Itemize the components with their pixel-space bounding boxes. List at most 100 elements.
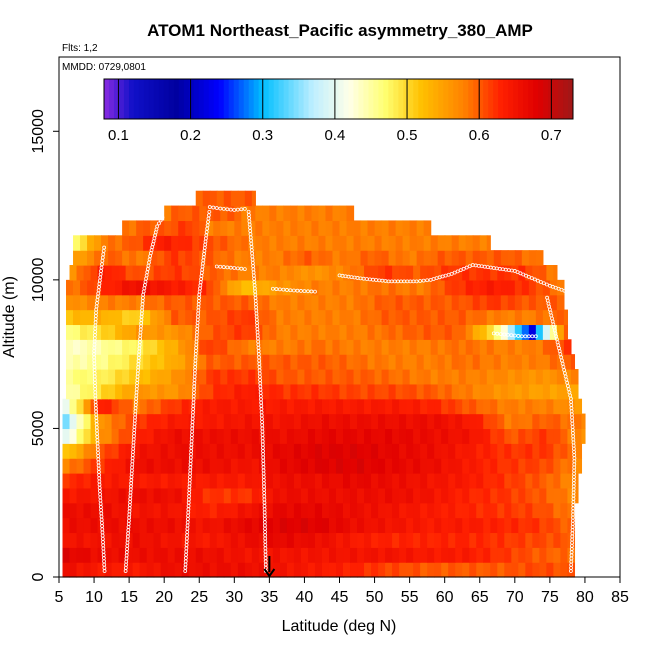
heatmap-cell xyxy=(304,250,313,266)
heatmap-cell xyxy=(209,473,218,489)
heatmap-cell xyxy=(364,547,372,563)
heatmap-cell xyxy=(395,383,404,400)
heatmap-cell xyxy=(209,502,218,519)
x-tick-label: 15 xyxy=(120,589,138,606)
heatmap-cell xyxy=(532,487,540,504)
heatmap-cell xyxy=(255,205,263,222)
heatmap-cell xyxy=(511,413,519,430)
heatmap-cell xyxy=(248,369,256,385)
heatmap-cell xyxy=(518,532,526,548)
heatmap-cell xyxy=(483,517,491,534)
heatmap-cell xyxy=(399,428,407,444)
heatmap-cell xyxy=(542,383,551,400)
colorbar-segment xyxy=(493,79,499,119)
heatmap-cell xyxy=(293,517,302,534)
heatmap-cell xyxy=(321,458,330,474)
heatmap-cell xyxy=(272,502,281,519)
heatmap-cell xyxy=(479,279,488,296)
heatmap-cell xyxy=(430,279,439,296)
heatmap-cell xyxy=(283,354,292,370)
heatmap-cell xyxy=(539,562,547,578)
heatmap-cell xyxy=(511,532,519,548)
heatmap-cell xyxy=(455,517,463,534)
track-point xyxy=(205,223,210,228)
heatmap-cell xyxy=(483,473,491,489)
heatmap-cell xyxy=(416,354,425,370)
heatmap-cell xyxy=(371,532,379,548)
heatmap-cell xyxy=(535,324,544,340)
heatmap-cell xyxy=(251,502,260,519)
heatmap-cell xyxy=(307,532,316,548)
heatmap-cell xyxy=(307,473,316,489)
heatmap-cell xyxy=(472,309,481,326)
heatmap-cell xyxy=(532,428,540,444)
heatmap-cell xyxy=(216,487,225,504)
heatmap-cell xyxy=(448,547,456,563)
heatmap-cell xyxy=(237,413,246,430)
heatmap-cell xyxy=(122,235,130,251)
heatmap-cell xyxy=(518,487,526,504)
heatmap-cell xyxy=(307,487,316,504)
heatmap-cell xyxy=(392,473,400,489)
heatmap-cell xyxy=(265,458,274,474)
heatmap-cell xyxy=(286,413,295,430)
colorbar-segment xyxy=(443,79,449,119)
heatmap-cell xyxy=(223,473,232,489)
heatmap-cell xyxy=(476,487,484,504)
heatmap-cell xyxy=(258,443,267,459)
heatmap-cell xyxy=(164,369,172,385)
heatmap-cell xyxy=(427,547,435,563)
heatmap-cell xyxy=(223,190,232,207)
heatmap-cell xyxy=(353,250,362,266)
heatmap-cell xyxy=(507,324,516,340)
heatmap-cell xyxy=(251,517,260,534)
heatmap-cell xyxy=(139,413,148,430)
heatmap-cell xyxy=(150,250,158,266)
heatmap-cell xyxy=(178,383,186,400)
track-point xyxy=(102,245,107,250)
heatmap-cell xyxy=(504,265,512,281)
heatmap-cell xyxy=(244,517,253,534)
y-tick-label: 0 xyxy=(30,572,47,581)
heatmap-cell xyxy=(251,562,260,578)
heatmap-cell xyxy=(157,339,165,355)
heatmap-cell xyxy=(122,294,130,311)
heatmap-cell xyxy=(472,383,481,400)
heatmap-cell xyxy=(118,532,127,548)
heatmap-cell xyxy=(143,250,151,266)
heatmap-cell xyxy=(434,487,442,504)
heatmap-cell xyxy=(97,443,106,459)
heatmap-cell xyxy=(276,294,284,311)
heatmap-cell xyxy=(560,443,568,459)
heatmap-cell xyxy=(406,547,414,563)
heatmap-cell xyxy=(535,294,544,311)
heatmap-cell xyxy=(469,265,477,281)
heatmap-cell xyxy=(392,428,400,444)
heatmap-cell xyxy=(528,279,537,296)
heatmap-cell xyxy=(73,309,81,326)
heatmap-cell xyxy=(507,354,516,370)
heatmap-cell xyxy=(234,220,242,236)
heatmap-cell xyxy=(549,309,558,326)
heatmap-cell xyxy=(539,413,547,430)
colorbar-segment xyxy=(198,79,205,119)
heatmap-cell xyxy=(525,398,533,415)
heatmap-cell xyxy=(399,473,407,489)
heatmap-cell xyxy=(118,517,127,534)
heatmap-cell xyxy=(318,324,327,340)
heatmap-cell xyxy=(399,458,407,474)
heatmap-cell xyxy=(357,428,365,444)
track-point xyxy=(281,287,286,292)
heatmap-cell xyxy=(406,532,414,548)
heatmap-cell xyxy=(69,265,78,281)
heatmap-cell xyxy=(276,250,284,266)
heatmap-cell xyxy=(521,279,530,296)
heatmap-cell xyxy=(248,279,256,296)
heatmap-cell xyxy=(430,235,439,251)
heatmap-cell xyxy=(479,354,488,370)
heatmap-cell xyxy=(546,398,554,415)
heatmap-cell xyxy=(385,265,393,281)
heatmap-cell xyxy=(290,324,299,340)
heatmap-cell xyxy=(80,354,88,370)
heatmap-cell xyxy=(357,502,365,519)
